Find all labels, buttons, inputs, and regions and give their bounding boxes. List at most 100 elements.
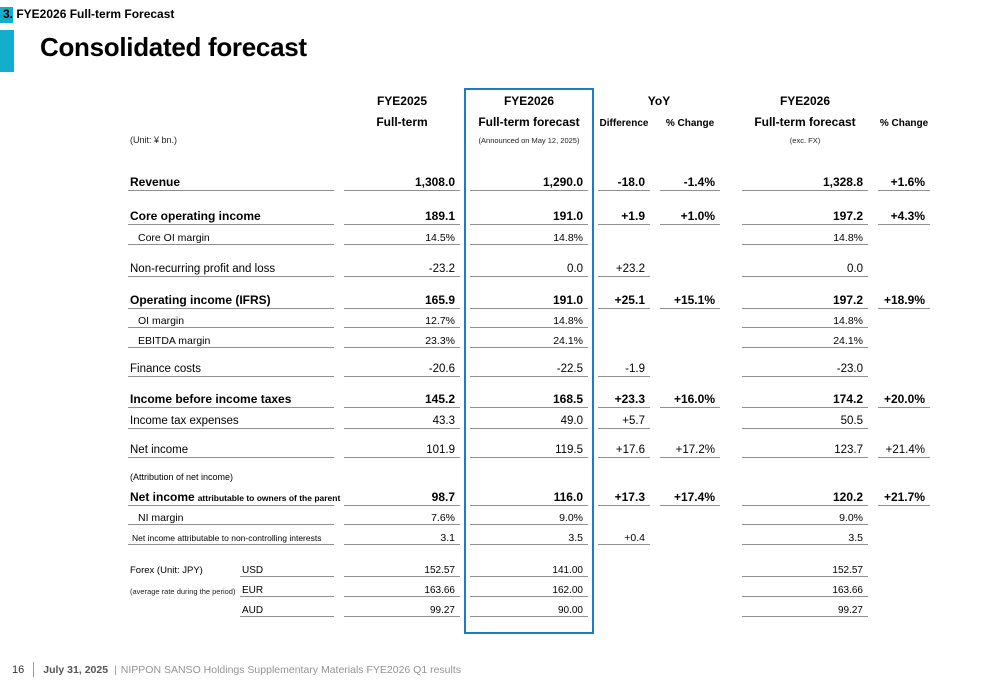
table-row: Revenue 1,308.0 1,290.0 -18.0 -1.4% 1,328.8 +1… (128, 169, 930, 191)
value-v1: -20.6 (344, 363, 460, 377)
value-v3: 3.5 (742, 532, 868, 545)
table-row: OI margin 12.7% 14.8% 14.8% (128, 311, 930, 328)
row-label: Non-recurring profit and loss (128, 263, 334, 277)
value-diff: +5.7 (598, 415, 650, 429)
col-header-yoy: YoY (647, 94, 671, 108)
value-v2: 90.00 (470, 605, 588, 617)
table-row: Core operating income 189.1 191.0 +1.9 +1.0%… (128, 203, 930, 225)
table-row: (Attribution of net income) (128, 468, 930, 482)
value-v1: 1,308.0 (344, 175, 460, 191)
attribution-note: (Attribution of net income) (130, 471, 234, 482)
forex-period-label: (average rate during the period) (130, 587, 236, 597)
row-label-text: Net income attributable to non-controlli… (132, 533, 322, 544)
value-v1: 99.27 (344, 605, 460, 617)
row-label-text: Finance costs (130, 362, 201, 375)
col-header-full-term: Full-term (376, 115, 428, 129)
currency-label: USD (240, 565, 334, 577)
forex-label-cell: Forex (Unit: JPY) USD (128, 565, 334, 577)
value-pct2: +4.3% (878, 209, 930, 225)
footer-divider (33, 662, 35, 677)
value-v2: 168.5 (470, 392, 588, 408)
value-diff: -1.9 (598, 363, 650, 377)
forecast-table: FYE2025 FYE2026 YoY FYE2026 Full-term Fu… (128, 88, 930, 617)
footer-text: NIPPON SANSO Holdings Supplementary Mate… (120, 663, 462, 676)
value-pct: +1.0% (660, 209, 720, 225)
value-v1: 12.7% (344, 315, 460, 328)
value-v1: 98.7 (344, 490, 460, 506)
row-label-suffix: attributable to owners of the parent (197, 493, 341, 504)
value-v1: -23.2 (344, 263, 460, 277)
row-label: NI margin (128, 512, 334, 525)
value-v3: 163.66 (742, 585, 868, 597)
row-label: Finance costs (128, 363, 334, 377)
page-number: 16 (12, 663, 25, 676)
table-row: Net income attributable to non-controlli… (128, 528, 930, 545)
value-v3: 9.0% (742, 512, 868, 525)
value-v2: 3.5 (470, 532, 588, 545)
value-pct: +17.2% (660, 444, 720, 458)
value-pct2: +18.9% (878, 293, 930, 309)
value-v1: 152.57 (344, 565, 460, 577)
row-label: Core OI margin (128, 232, 334, 245)
value-pct: -1.4% (660, 175, 720, 191)
table-header-row-2: Full-term Full-term forecast Difference … (128, 111, 930, 129)
value-v3: 0.0 (742, 263, 868, 277)
row-label-text: Net income (130, 490, 195, 505)
col-header-pct-change-excfx: % Change (879, 118, 929, 129)
value-pct: +15.1% (660, 293, 720, 309)
row-label: Net income attributable to non-controlli… (128, 533, 334, 545)
value-diff: +23.2 (598, 263, 650, 277)
col-header-fye2025: FYE2025 (376, 94, 428, 108)
col-header-full-term-forecast-excfx: Full-term forecast (754, 115, 856, 129)
row-label: Income tax expenses (128, 415, 334, 429)
col-header-fye2026: FYE2026 (503, 94, 555, 108)
value-v3: 99.27 (742, 605, 868, 617)
table-row: Core OI margin 14.5% 14.8% 14.8% (128, 228, 930, 245)
value-v2: 191.0 (470, 293, 588, 309)
footer-date: July 31, 2025 (43, 663, 109, 676)
value-v2: 49.0 (470, 415, 588, 429)
row-label-text: OI margin (138, 314, 185, 327)
value-v2: 14.8% (470, 315, 588, 328)
value-v1: 101.9 (344, 444, 460, 458)
row-label: EBITDA margin (128, 335, 334, 348)
value-v1: 7.6% (344, 512, 460, 525)
table-row: Net income attributable to owners of the … (128, 484, 930, 506)
row-label: Operating income (IFRS) (128, 293, 334, 309)
value-v3: 1,328.8 (742, 175, 868, 191)
col-header-pct-change: % Change (665, 118, 715, 129)
table-body: Revenue 1,308.0 1,290.0 -18.0 -1.4% 1,328.8 +1… (128, 169, 930, 617)
value-v2: 119.5 (470, 444, 588, 458)
value-v1: 14.5% (344, 232, 460, 245)
row-label: Net income attributable to owners of the … (128, 490, 340, 506)
value-v3: 50.5 (742, 415, 868, 429)
title-accent-bar (0, 30, 14, 72)
value-v2: 24.1% (470, 335, 588, 348)
col-header-fye2026-excfx: FYE2026 (779, 94, 831, 108)
row-label: Revenue (128, 175, 334, 191)
value-diff: +17.3 (598, 490, 650, 506)
table-header-row-1: FYE2025 FYE2026 YoY FYE2026 (128, 88, 930, 108)
value-v2: 141.00 (470, 565, 588, 577)
row-label-text: Core OI margin (138, 231, 210, 244)
table-row: Non-recurring profit and loss -23.2 0.0 +23… (128, 256, 930, 277)
table-row: Finance costs -20.6 -22.5 -1.9 -23.0 (128, 356, 930, 377)
row-label-text: Income tax expenses (130, 414, 239, 427)
value-v1: 23.3% (344, 335, 460, 348)
row-label-text: Non-recurring profit and loss (130, 262, 276, 275)
row-label: Net income (128, 444, 334, 458)
announced-note: (Announced on May 12, 2025) (478, 136, 580, 145)
table-row: (average rate during the period) EUR 163.6… (128, 580, 930, 597)
row-label: OI margin (128, 315, 334, 328)
currency-label: AUD (240, 605, 334, 617)
value-v1: 43.3 (344, 415, 460, 429)
value-diff: +23.3 (598, 392, 650, 408)
section-marker (0, 7, 13, 23)
value-pct2: +21.4% (878, 444, 930, 458)
currency-label: EUR (240, 585, 334, 597)
value-v3: 197.2 (742, 209, 868, 225)
value-v3: 24.1% (742, 335, 868, 348)
row-label-text: NI margin (138, 511, 184, 524)
forex-label-cell: AUD (128, 605, 334, 617)
table-row: Net income 101.9 119.5 +17.6 +17.2% 123.7 +21.… (128, 437, 930, 458)
